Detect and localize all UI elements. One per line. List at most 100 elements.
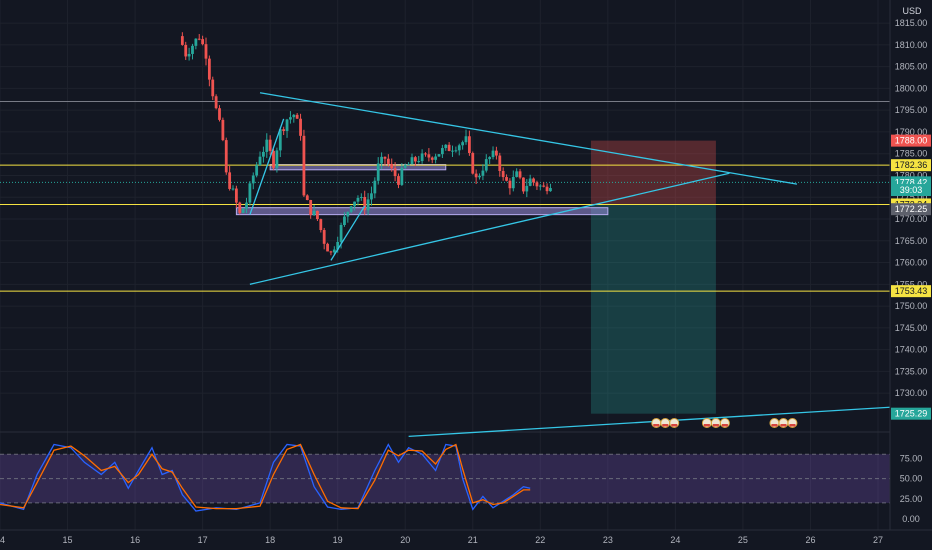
- time-tick-label: 19: [333, 535, 343, 545]
- event-badges[interactable]: [651, 418, 798, 428]
- candle-body: [265, 139, 269, 152]
- price-candles[interactable]: [180, 32, 552, 256]
- event-flag-stripe: [712, 424, 719, 427]
- candle-body: [518, 171, 522, 178]
- price-axis[interactable]: USD 1815.00 1810.00 1805.00 1800.00 1795.00 1…: [889, 0, 932, 530]
- candle-body: [410, 157, 414, 165]
- candle-body: [434, 156, 438, 160]
- price-tick-label: 1810.00: [895, 40, 928, 50]
- candle-body: [319, 219, 323, 231]
- position-entry-label: 1772.25: [895, 204, 928, 214]
- candle-body: [207, 58, 211, 80]
- triangle-lower: [249, 172, 730, 285]
- stochastic-band: [0, 453, 890, 504]
- candle-body: [228, 172, 232, 189]
- trendlines[interactable]: [249, 92, 798, 285]
- time-axis[interactable]: 14 15 16 17 18 19 20 21 22 23 24 25 26 27: [0, 529, 932, 550]
- oscillator-tick-label: 0.00: [902, 514, 920, 524]
- event-flag-stripe: [662, 424, 669, 427]
- candle-body: [457, 145, 461, 151]
- stochastic-k-line: [0, 443, 531, 512]
- candle-body: [400, 167, 404, 185]
- countdown-box: 39:03: [891, 184, 931, 196]
- price-tick-label: 1790.00: [895, 127, 928, 137]
- candle-body: [538, 185, 542, 187]
- price-labels: 1788.001782.361778.421773.341772.251753.…: [891, 134, 931, 420]
- candle-body: [299, 118, 302, 136]
- candle-body: [413, 157, 417, 162]
- price-tick-label: 1780.00: [895, 170, 928, 180]
- time-tick-label: 22: [535, 535, 545, 545]
- candle-body: [427, 154, 431, 158]
- event-flag-stripe: [721, 424, 728, 427]
- candle-body: [403, 164, 407, 168]
- time-tick-label: 25: [738, 535, 748, 545]
- candle-body: [508, 180, 512, 189]
- candle-body: [366, 199, 370, 211]
- time-tick-label: 21: [468, 535, 478, 545]
- candle-body: [302, 135, 306, 196]
- currency-label: USD: [902, 6, 922, 16]
- candle-body: [535, 182, 539, 187]
- candle-body: [370, 193, 373, 200]
- price-axis-bg: [890, 0, 932, 530]
- candle-body: [255, 165, 259, 176]
- drawings-zones[interactable]: [235, 140, 716, 414]
- candle-body: [380, 156, 383, 164]
- event-flag-stripe: [780, 424, 787, 427]
- candle-body: [268, 139, 272, 151]
- candle-body: [305, 195, 309, 201]
- candle-body: [444, 144, 448, 149]
- grid: [0, 0, 890, 530]
- price-tick-label: 1770.00: [895, 214, 928, 224]
- candle-body: [420, 153, 424, 162]
- position-stop-badge: [891, 134, 931, 147]
- time-axis-bg: [0, 530, 932, 550]
- candle-body: [197, 38, 201, 40]
- candle-body: [316, 210, 319, 220]
- candle-body: [184, 44, 188, 57]
- candle-body: [376, 163, 380, 181]
- event-flag-stripe: [653, 424, 660, 427]
- candle-body: [505, 177, 508, 181]
- candle-body: [234, 188, 238, 203]
- price-tick-label: 1760.00: [895, 258, 928, 268]
- last-price-label: 1778.42: [895, 177, 928, 187]
- candle-body: [390, 163, 394, 169]
- oscillator-tick-label: 75.00: [900, 453, 923, 463]
- candle-body: [440, 148, 444, 155]
- candle-body: [211, 79, 215, 97]
- position-target-label: 1725.29: [895, 409, 928, 419]
- candle-body: [272, 150, 275, 168]
- stochastic-d-line: [0, 443, 531, 510]
- price-tick-label: 1765.00: [895, 236, 928, 246]
- candle-body: [393, 168, 397, 177]
- oscillator-tick-label: 50.00: [900, 474, 923, 484]
- candle-body: [447, 144, 451, 152]
- candle-body: [332, 249, 336, 253]
- candle-body: [515, 171, 519, 177]
- horizontal-levels[interactable]: [0, 100, 890, 292]
- candle-body: [417, 161, 421, 163]
- candle-body: [488, 157, 492, 160]
- candle-body: [467, 136, 471, 153]
- candle-body: [478, 175, 481, 178]
- candle-body: [180, 36, 184, 45]
- candle-body: [191, 45, 194, 54]
- level-1753-badge: [891, 285, 931, 298]
- candle-body: [289, 117, 292, 120]
- candle-body: [282, 129, 286, 131]
- candle-body: [383, 156, 387, 159]
- countdown-bg: [891, 184, 931, 196]
- candle-body: [238, 202, 242, 213]
- candle-body: [454, 150, 458, 152]
- candle-body: [437, 154, 441, 157]
- bar-countdown: 39:03: [900, 185, 923, 195]
- candle-body: [501, 171, 505, 178]
- time-tick-label: 26: [805, 535, 815, 545]
- price-tick-label: 1750.00: [895, 301, 928, 311]
- candle-body: [295, 114, 299, 119]
- time-tick-label: 24: [670, 535, 680, 545]
- candle-body: [218, 108, 221, 120]
